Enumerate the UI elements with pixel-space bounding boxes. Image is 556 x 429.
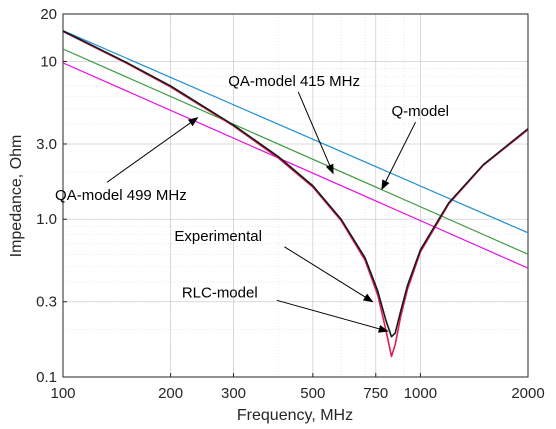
x-tick-label: 100 bbox=[50, 385, 75, 402]
x-tick-label: 200 bbox=[158, 385, 183, 402]
y-tick-label: 0.1 bbox=[36, 369, 57, 386]
annotation-ann-qa-499: QA-model 499 MHz bbox=[55, 187, 187, 204]
plot-frame bbox=[62, 13, 529, 378]
x-axis: 100 200 300 500 750 1000 2000 bbox=[50, 373, 545, 402]
x-tick-label: 500 bbox=[300, 385, 325, 402]
y-tick-label: 20 bbox=[40, 6, 57, 23]
series-experimental bbox=[63, 30, 528, 338]
y-tick-label: 10 bbox=[40, 53, 57, 70]
arrow-ann-rlc-model bbox=[276, 299, 389, 333]
x-tick-label: 750 bbox=[363, 385, 388, 402]
y-axis-label: Impedance, Ohm bbox=[8, 135, 25, 258]
y-tick-label: 1.0 bbox=[36, 211, 57, 228]
series-q-model bbox=[63, 30, 528, 234]
annotation-ann-qa-415: QA-model 415 MHz bbox=[228, 73, 360, 90]
arrow-ann-qa-499 bbox=[106, 117, 199, 183]
series-layer bbox=[63, 30, 528, 358]
y-axis: 0.1 0.3 1.0 3.0 10 20 bbox=[36, 6, 67, 386]
arrow-ann-qa-415 bbox=[297, 91, 334, 175]
y-tick-label: 0.3 bbox=[36, 294, 57, 311]
x-axis-label: Frequency, MHz bbox=[237, 407, 353, 424]
annotations-layer: QA-model 415 MHz Q-model QA-model 499 MHz E… bbox=[55, 73, 449, 333]
y-tick-label: 3.0 bbox=[36, 136, 57, 153]
annotation-ann-rlc-model: RLC-model bbox=[182, 284, 258, 301]
arrow-ann-experimental bbox=[284, 246, 374, 303]
series-qa-model-499 bbox=[63, 62, 528, 269]
x-tick-label: 300 bbox=[221, 385, 246, 402]
series-qa-model-415 bbox=[63, 48, 528, 255]
x-tick-label: 1000 bbox=[404, 385, 437, 402]
annotation-ann-experimental: Experimental bbox=[174, 228, 262, 245]
annotation-ann-q-model: Q-model bbox=[391, 103, 449, 120]
arrow-ann-q-model bbox=[381, 121, 416, 191]
x-tick-label: 2000 bbox=[511, 385, 544, 402]
